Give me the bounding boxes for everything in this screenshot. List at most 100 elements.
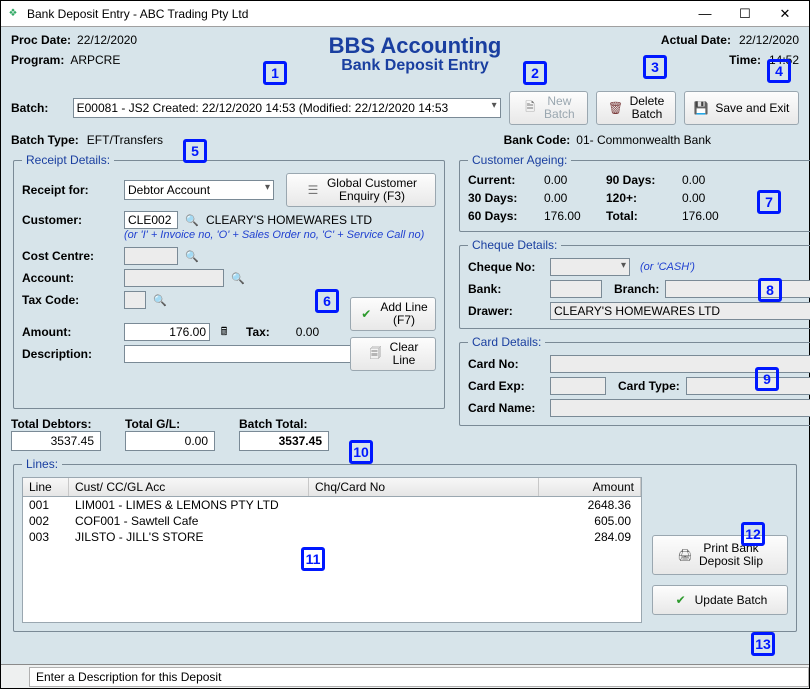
clear-line-label: Clear Line — [390, 341, 419, 367]
content: 1 2 3 4 5 6 7 8 9 10 11 12 13 Proc Date:… — [1, 27, 809, 632]
new-batch-button[interactable]: 🗎 New Batch — [509, 91, 589, 125]
check-icon: ✔ — [358, 306, 374, 322]
batch-label: Batch: — [11, 101, 65, 115]
description-input[interactable] — [124, 345, 374, 363]
update-batch-button[interactable]: ✔ Update Batch — [652, 585, 788, 615]
close-button[interactable]: ✕ — [765, 3, 805, 25]
global-enquiry-button[interactable]: ☰ Global Customer Enquiry (F3) — [286, 173, 436, 207]
customer-name: CLEARY'S HOMEWARES LTD — [206, 213, 372, 227]
tax-label: Tax: — [246, 325, 270, 339]
save-exit-label: Save and Exit — [715, 101, 789, 115]
check-icon: ✔ — [673, 592, 689, 608]
batch-type-label: Batch Type: — [11, 133, 79, 147]
printer-icon: 🖨 — [677, 547, 693, 563]
amount-input[interactable] — [124, 323, 210, 341]
annotation-2: 2 — [523, 61, 547, 85]
tax-code-label: Tax Code: — [22, 293, 118, 307]
app-icon: ❖ — [5, 6, 21, 22]
cost-centre-input[interactable] — [124, 247, 178, 265]
maximize-button[interactable]: ☐ — [725, 3, 765, 25]
receipt-for-label: Receipt for: — [22, 183, 118, 197]
actual-date-label: Actual Date: — [661, 33, 731, 47]
cheque-no-label: Cheque No: — [468, 260, 544, 274]
description-label: Description: — [22, 347, 118, 361]
lines-grid[interactable]: 001LIM001 - LIMES & LEMONS PTY LTD2648.3… — [22, 497, 642, 623]
document-icon: 🗎 — [522, 100, 538, 116]
print-deposit-slip-button[interactable]: 🖨 Print Bank Deposit Slip — [652, 535, 788, 575]
save-icon: 💾 — [693, 100, 709, 116]
annotation-5: 5 — [183, 139, 207, 163]
tax-code-input[interactable] — [124, 291, 146, 309]
card-no-label: Card No: — [468, 357, 544, 371]
ageing-total: 176.00 — [682, 209, 734, 223]
receipt-details-legend: Receipt Details: — [22, 153, 114, 167]
delete-batch-button[interactable]: 🗑 Delete Batch — [596, 91, 676, 125]
account-input[interactable] — [124, 269, 224, 287]
col-line: Line — [23, 478, 69, 496]
add-line-button[interactable]: ✔ Add Line (F7) — [350, 297, 436, 331]
cheque-bank-label: Bank: — [468, 282, 544, 296]
annotation-1: 1 — [263, 61, 287, 85]
global-enquiry-label: Global Customer Enquiry (F3) — [327, 177, 417, 203]
card-type-select[interactable] — [686, 377, 810, 395]
lines-grid-header: Line Cust/ CC/GL Acc Chq/Card No Amount — [22, 477, 642, 497]
receipt-for-select[interactable] — [124, 180, 274, 200]
search-icon[interactable]: 🔍 — [152, 292, 168, 308]
cheque-bank-input[interactable] — [550, 280, 602, 298]
annotation-11: 11 — [301, 547, 325, 571]
customer-hint: (or 'I' + Invoice no, 'O' + Sales Order … — [124, 229, 424, 241]
customer-code-input[interactable] — [124, 211, 178, 229]
calculator-icon[interactable]: 🖩 — [216, 324, 232, 340]
program-value: ARPCRE — [70, 53, 120, 67]
card-name-label: Card Name: — [468, 401, 544, 415]
brand-title: BBS Accounting — [221, 33, 609, 59]
update-batch-label: Update Batch — [695, 593, 768, 607]
card-type-label: Card Type: — [618, 379, 680, 393]
search-icon[interactable]: 🔍 — [184, 248, 200, 264]
annotation-10: 10 — [349, 440, 373, 464]
clear-line-button[interactable]: 🗐 Clear Line — [350, 337, 436, 371]
cheque-branch-input[interactable] — [665, 280, 810, 298]
lines-group: Lines: Line Cust/ CC/GL Acc Chq/Card No … — [13, 457, 797, 632]
card-exp-input[interactable] — [550, 377, 606, 395]
cheque-no-input[interactable] — [550, 258, 630, 276]
actual-date-value: 22/12/2020 — [739, 33, 799, 47]
ageing-30: 0.00 — [544, 191, 596, 205]
card-exp-label: Card Exp: — [468, 379, 544, 393]
card-name-input[interactable] — [550, 399, 810, 417]
trash-icon: 🗑 — [608, 100, 624, 116]
titlebar: ❖ Bank Deposit Entry - ABC Trading Pty L… — [1, 1, 809, 27]
annotation-6: 6 — [315, 289, 339, 313]
ageing-total-label: Total: — [606, 209, 672, 223]
total-gl-label: Total G/L: — [125, 417, 215, 431]
table-row[interactable]: 003JILSTO - JILL'S STORE284.09 — [23, 529, 641, 545]
table-row[interactable]: 002COF001 - Sawtell Cafe605.00 — [23, 513, 641, 529]
batch-select[interactable] — [73, 98, 501, 118]
customer-label: Customer: — [22, 213, 118, 227]
ageing-90-label: 90 Days: — [606, 173, 672, 187]
total-debtors-label: Total Debtors: — [11, 417, 101, 431]
save-exit-button[interactable]: 💾 Save and Exit — [684, 91, 799, 125]
new-batch-label: New Batch — [544, 95, 575, 121]
annotation-9: 9 — [755, 367, 779, 391]
cheque-cash-hint: (or 'CASH') — [640, 261, 695, 273]
total-debtors-value: 3537.45 — [11, 431, 101, 451]
annotation-12: 12 — [741, 522, 765, 546]
cheque-drawer-input[interactable] — [550, 302, 810, 320]
ageing-120-label: 120+: — [606, 191, 672, 205]
ageing-60-label: 60 Days: — [468, 209, 534, 223]
col-chq: Chq/Card No — [309, 478, 539, 496]
minimize-button[interactable]: — — [685, 3, 725, 25]
batch-total-value: 3537.45 — [239, 431, 329, 451]
ageing-90: 0.00 — [682, 173, 734, 187]
col-acc: Cust/ CC/GL Acc — [69, 478, 309, 496]
customer-ageing-legend: Customer Ageing: — [468, 153, 571, 167]
lines-legend: Lines: — [22, 457, 62, 471]
cheque-drawer-label: Drawer: — [468, 304, 544, 318]
col-amount: Amount — [539, 478, 641, 496]
table-row[interactable]: 001LIM001 - LIMES & LEMONS PTY LTD2648.3… — [23, 497, 641, 513]
statusbar: Enter a Description for this Deposit — [1, 664, 809, 688]
search-icon[interactable]: 🔍 — [184, 212, 200, 228]
account-label: Account: — [22, 271, 118, 285]
search-icon[interactable]: 🔍 — [230, 270, 246, 286]
